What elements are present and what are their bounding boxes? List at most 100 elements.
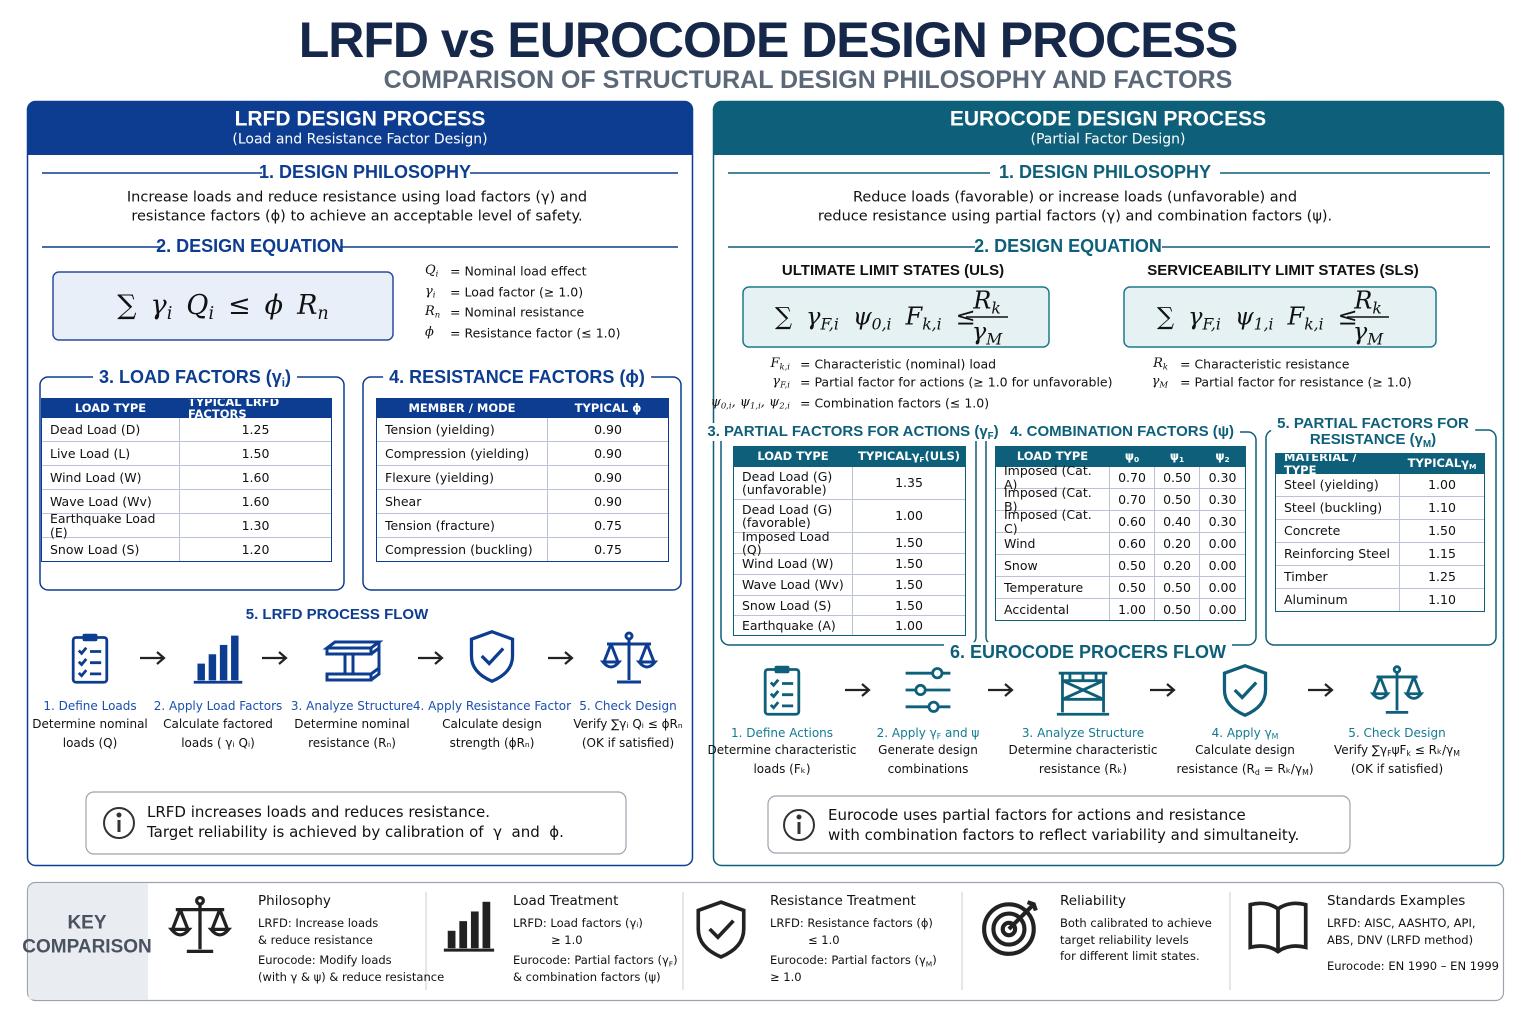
key-label: COMPARISON [22, 936, 152, 958]
table-cell: Compression (buckling) [376, 538, 548, 562]
symbol: ψ0 [1125, 450, 1140, 465]
symbol: Rd [1247, 761, 1260, 777]
symbol: γi [151, 290, 173, 325]
table-cell: 1.10 [1400, 497, 1485, 520]
text-part: 4. Apply [1211, 725, 1265, 740]
table-cell: 1.50 [1400, 520, 1485, 543]
symbol-base: γ [971, 317, 987, 346]
table-cell: Tension (yielding) [376, 418, 548, 442]
table-cell: 0.50 [1110, 577, 1155, 599]
legend-symbol: ϕ [425, 325, 434, 341]
key-text: LRFD: Resistance factors (ϕ) [770, 916, 933, 931]
key-text: Eurocode: EN 1990 – EN 1999 [1327, 959, 1499, 974]
table-cell: Accidental [995, 599, 1110, 621]
section-heading: 2. DESIGN EQUATION [974, 236, 1162, 257]
symbol: ψ1,i [1234, 302, 1274, 332]
heading-rules [42, 172, 678, 248]
formula-box [52, 271, 394, 341]
formula-box [742, 286, 1050, 348]
text-part: and ψ [941, 725, 980, 740]
table-cell: Wave Load (Wv) [41, 490, 180, 514]
key-text: Eurocode: Partial factors (γF) [513, 953, 678, 968]
symbol: γM [1415, 431, 1432, 450]
table-cell: 1.10 [1400, 589, 1485, 612]
text-part: ϕ [264, 289, 284, 321]
symbol-sub: 2,i [779, 400, 790, 411]
panel-title: EUROCODE DESIGN PROCESS [949, 107, 1267, 131]
symbol-sub: i [166, 304, 173, 325]
table-cell: 0.00 [1200, 599, 1246, 621]
symbol-base: γ [271, 367, 282, 388]
table-cell: 1.25 [1400, 566, 1485, 589]
symbol: γF [930, 726, 942, 742]
table-header-cell: MATERIAL / TYPE [1275, 451, 1400, 476]
symbol: γF [979, 423, 993, 441]
table-cell: 0.70 [1110, 467, 1155, 489]
symbol-sub: M [1302, 767, 1309, 777]
section-heading: 6. EUROCODE PROCERS FLOW [943, 642, 1233, 664]
equation-heading: SERVICEABILITY LIMIT STATES (SLS) [1147, 262, 1419, 279]
table-cell: 1.00 [1110, 599, 1155, 621]
symbol-sub: M [1422, 438, 1432, 450]
text-part: Verify ∑ [1334, 742, 1380, 757]
table-cell: 0.50 [1110, 555, 1155, 577]
symbol-sub: i [281, 376, 285, 390]
legend-symbol: γi [425, 284, 435, 300]
page-title: LRFD vs EUROCODE DESIGN PROCESS [298, 12, 1239, 68]
symbol-base: R [425, 304, 435, 320]
text-part: ) [673, 953, 678, 968]
table-cell: 0.75 [548, 538, 669, 562]
symbol-sub: i [432, 289, 436, 300]
table-cell: 0.90 [548, 442, 669, 466]
symbol-base: γ [1446, 742, 1454, 757]
symbol-sub: M [925, 959, 933, 969]
table-cell: 0.75 [548, 514, 669, 538]
key-text: for different limit states. [1060, 949, 1200, 964]
key-text: Eurocode: Partial factors (γM) [770, 953, 937, 968]
table-cell: 1.35 [853, 467, 966, 500]
symbol-base: R [1153, 356, 1163, 372]
key-text: Eurocode: Modify loads [258, 953, 392, 968]
symbol: γF,i [1188, 303, 1221, 332]
text-part: (ULS) [924, 449, 960, 464]
formula: ∑ γi Qi ≤ ϕ Rn [110, 289, 335, 325]
table-cell: 0.60 [1110, 533, 1155, 555]
step-text: loads (Fₖ) [753, 761, 811, 776]
symbol-sub: F [936, 732, 942, 742]
key-text: LRFD: Increase loads [258, 916, 379, 931]
symbol-base: ψ [1234, 302, 1254, 331]
legend-symbol: γF,i [772, 374, 790, 390]
section-heading: 3. PARTIAL FACTORS FOR ACTIONS (γF) [701, 423, 1005, 441]
symbol-base: γ [772, 374, 781, 390]
equation-heading: ULTIMATE LIMIT STATES (ULS) [781, 262, 1005, 279]
symbol: γM [919, 953, 932, 967]
symbol: Fk [1400, 743, 1411, 758]
table-cell: Temperature [995, 577, 1110, 599]
legend-symbol: Qi [425, 263, 438, 279]
symbol-base: γ [1461, 456, 1469, 471]
text-part: ) [993, 423, 999, 440]
text-part: 3. LOAD FACTORS ( [99, 367, 272, 388]
section-heading: 4. RESISTANCE FACTORS (ϕ) [383, 367, 651, 389]
key-text: LRFD: AISC, AASHTO, API, [1327, 916, 1476, 931]
symbol-sub: d [1254, 767, 1260, 777]
note-text: Eurocode uses partial factors for action… [828, 806, 1246, 824]
table-cell: Wind [995, 533, 1110, 555]
text-part: ≤ Rₖ/ [1410, 742, 1447, 757]
step-text: Calculate design [442, 716, 542, 731]
step-title: 2. Apply γF and ψ [877, 725, 980, 742]
symbol-sub: k,i [922, 315, 942, 334]
table-cell: 1.15 [1400, 543, 1485, 566]
symbol: γM [1461, 456, 1476, 471]
symbol-base: γ [918, 953, 926, 968]
symbol: γM [1265, 726, 1279, 741]
step-text: Calculate factored [163, 716, 273, 731]
symbol: Fk,i [906, 303, 942, 334]
symbol-base: γ [979, 423, 988, 440]
note-box [767, 795, 1351, 854]
info-icon [103, 807, 135, 839]
symbol-sub: 0 [1133, 455, 1140, 465]
table-cell: 0.30 [1200, 467, 1246, 489]
symbol: γi [271, 367, 285, 390]
